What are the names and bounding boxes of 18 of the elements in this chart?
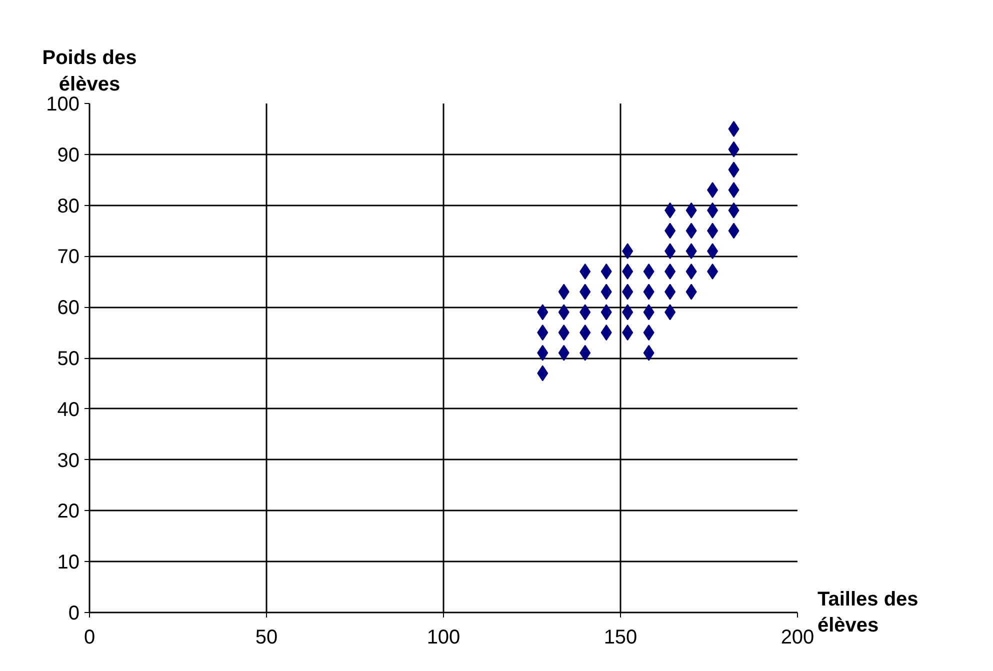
y-tick-label: 20	[57, 500, 80, 523]
x-tick-label: 150	[604, 626, 638, 648]
y-tick-label: 0	[68, 602, 80, 624]
x-tick-label: 200	[780, 626, 814, 648]
x-tick-label: 50	[255, 626, 278, 648]
y-tick-label: 10	[57, 552, 80, 574]
y-tick-label: 80	[57, 195, 80, 218]
y-tick-label: 100	[46, 94, 80, 116]
y-tick-label: 90	[57, 144, 80, 166]
x-tick-label: 100	[426, 626, 460, 648]
y-tick-label: 70	[57, 246, 80, 268]
y-axis-title: Poids des élèves	[42, 47, 137, 96]
y-tick-label: 40	[57, 398, 80, 421]
y-tick-label: 30	[57, 450, 80, 472]
x-axis-title: Tailles des élèves	[818, 588, 918, 637]
y-tick-label: 50	[57, 348, 80, 370]
x-tick-label: 0	[84, 626, 96, 648]
y-tick-label: 60	[57, 297, 80, 320]
